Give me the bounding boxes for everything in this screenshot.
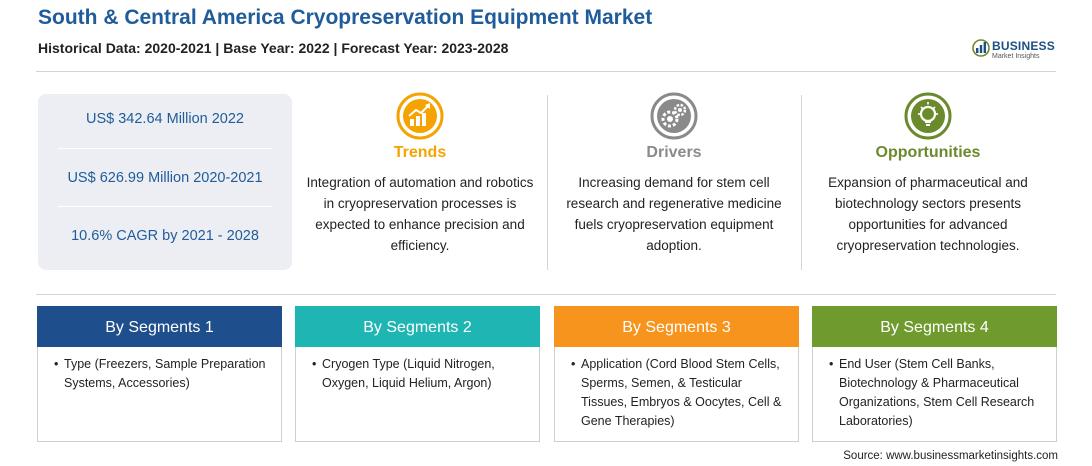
segment-2-item: Cryogen Type (Liquid Nitrogen, Oxygen, L…: [322, 357, 495, 390]
bullet-icon: •: [312, 357, 317, 371]
segment-card-4: By Segments 4 • End User (Stem Cell Banks…: [812, 306, 1057, 442]
opportunities-column: Opportunities Expansion of pharmaceutica…: [810, 92, 1046, 256]
stat-market-historical: US$ 626.99 Million 2020-2021: [67, 170, 263, 186]
stats-panel: US$ 342.64 Million 2022 US$ 626.99 Milli…: [38, 94, 292, 270]
segment-card-2: By Segments 2 • Cryogen Type (Liquid Nitr…: [295, 306, 540, 442]
header-divider: [36, 71, 1056, 72]
stat-cagr: 10.6% CAGR by 2021 - 2028: [71, 228, 259, 244]
stat-divider: [58, 206, 272, 207]
segment-2-header: By Segments 2: [295, 306, 540, 347]
logo-tagline: Market Insights: [992, 53, 1040, 60]
logo-mark-icon: [972, 39, 990, 57]
stat-market-2022: US$ 342.64 Million 2022: [86, 111, 244, 127]
segment-3-item: Application (Cord Blood Stem Cells, Sper…: [581, 357, 782, 428]
drivers-title: Drivers: [646, 144, 702, 161]
segment-1-header: By Segments 1: [37, 306, 282, 347]
column-divider: [801, 95, 802, 270]
segment-card-3: By Segments 3 • Application (Cord Blood S…: [554, 306, 799, 442]
logo-name: BUSINESS: [992, 39, 1055, 53]
bullet-icon: •: [571, 357, 576, 371]
stat-divider: [58, 148, 272, 149]
section-divider: [36, 294, 1056, 295]
segment-4-item: End User (Stem Cell Banks, Biotechnology…: [839, 357, 1035, 428]
column-divider: [547, 95, 548, 270]
company-logo: BUSINESS Market Insights: [972, 37, 1062, 63]
segment-1-item: Type (Freezers, Sample Preparation Syste…: [64, 357, 266, 390]
page-title: South & Central America Cryopreservation…: [38, 6, 653, 29]
trends-title: Trends: [393, 144, 447, 161]
trends-text: Integration of automation and robotics i…: [306, 175, 534, 253]
lightbulb-icon: [904, 92, 952, 140]
segment-3-header: By Segments 3: [554, 306, 799, 347]
trends-column: Trends Integration of automation and rob…: [302, 92, 538, 256]
opportunities-text: Expansion of pharmaceutical and biotechn…: [828, 175, 1028, 253]
bullet-icon: •: [829, 357, 834, 371]
gears-icon: [650, 92, 698, 140]
drivers-column: Drivers Increasing demand for stem cell …: [556, 92, 792, 256]
segment-4-header: By Segments 4: [812, 306, 1057, 347]
source-note: Source: www.businessmarketinsights.com: [843, 450, 1058, 462]
page-subtitle: Historical Data: 2020-2021 | Base Year: …: [38, 40, 509, 56]
rising-chart-icon: [396, 92, 444, 140]
drivers-text: Increasing demand for stem cell research…: [566, 175, 782, 253]
opportunities-title: Opportunities: [875, 144, 981, 161]
bullet-icon: •: [54, 357, 59, 371]
segment-card-1: By Segments 1 • Type (Freezers, Sample Pr…: [37, 306, 282, 442]
